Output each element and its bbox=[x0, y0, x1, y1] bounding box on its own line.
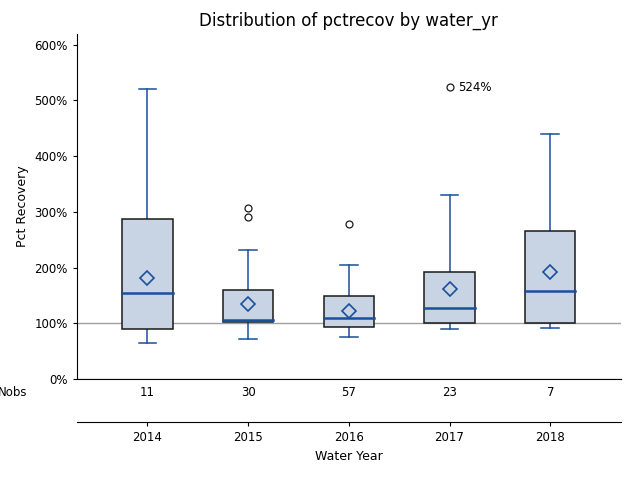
Text: 524%: 524% bbox=[459, 81, 492, 94]
Y-axis label: Pct Recovery: Pct Recovery bbox=[16, 166, 29, 247]
Text: 7: 7 bbox=[547, 385, 554, 399]
Bar bbox=[122, 219, 173, 329]
Text: 57: 57 bbox=[341, 385, 356, 399]
Bar bbox=[424, 272, 475, 324]
Text: Nobs: Nobs bbox=[0, 385, 28, 399]
Bar bbox=[223, 290, 273, 323]
Text: 23: 23 bbox=[442, 385, 457, 399]
X-axis label: Water Year: Water Year bbox=[315, 450, 383, 463]
Title: Distribution of pctrecov by water_yr: Distribution of pctrecov by water_yr bbox=[200, 11, 498, 30]
Bar bbox=[525, 231, 575, 324]
Text: 11: 11 bbox=[140, 385, 155, 399]
Bar bbox=[324, 296, 374, 327]
Text: 30: 30 bbox=[241, 385, 255, 399]
